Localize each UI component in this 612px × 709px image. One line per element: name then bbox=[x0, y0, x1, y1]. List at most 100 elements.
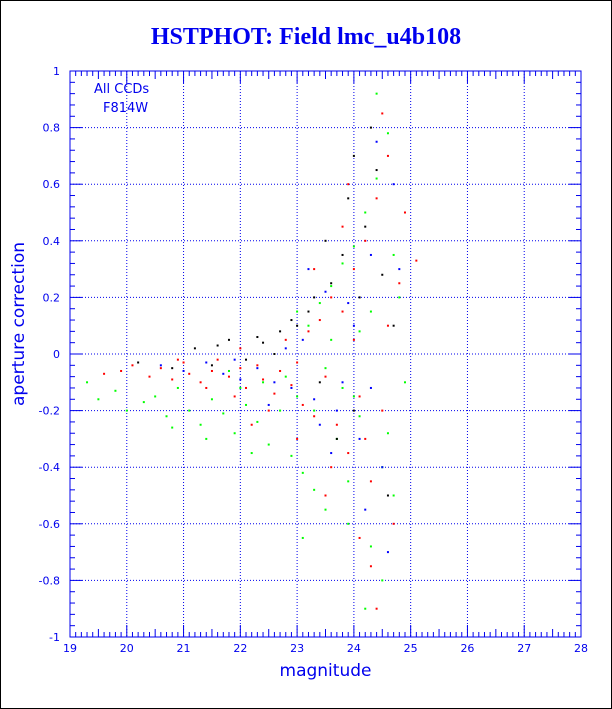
data-point bbox=[279, 330, 282, 333]
y-axis-label: aperture correction bbox=[9, 242, 29, 406]
data-point bbox=[301, 471, 304, 474]
y-tick-label: 0 bbox=[53, 348, 60, 361]
data-point bbox=[182, 361, 185, 364]
data-point bbox=[182, 369, 185, 372]
y-tick-label: -0.2 bbox=[39, 405, 60, 418]
data-point bbox=[284, 338, 287, 341]
data-point bbox=[307, 310, 310, 313]
data-point bbox=[313, 488, 316, 491]
data-point bbox=[313, 268, 316, 271]
data-point bbox=[176, 386, 179, 389]
data-point bbox=[216, 358, 219, 361]
data-point bbox=[307, 330, 310, 333]
data-point bbox=[341, 262, 344, 265]
data-point bbox=[279, 369, 282, 372]
annotation-filter: F814W bbox=[103, 101, 148, 116]
data-point bbox=[250, 423, 253, 426]
data-point bbox=[307, 268, 310, 271]
x-tick-label: 19 bbox=[63, 642, 77, 655]
data-point bbox=[227, 338, 230, 341]
data-point bbox=[386, 494, 389, 497]
data-point bbox=[369, 565, 372, 568]
data-point bbox=[296, 310, 299, 313]
data-point bbox=[193, 347, 196, 350]
x-tick-label: 27 bbox=[517, 642, 531, 655]
data-point bbox=[341, 381, 344, 384]
data-point bbox=[154, 395, 157, 398]
data-point bbox=[131, 364, 134, 367]
data-point bbox=[386, 432, 389, 435]
data-point bbox=[369, 126, 372, 129]
data-point bbox=[165, 415, 168, 418]
data-point bbox=[352, 154, 355, 157]
data-point bbox=[330, 466, 333, 469]
data-point bbox=[239, 378, 242, 381]
data-point bbox=[364, 239, 367, 242]
data-point bbox=[375, 177, 378, 180]
data-point bbox=[341, 310, 344, 313]
data-point bbox=[267, 443, 270, 446]
data-point bbox=[330, 338, 333, 341]
data-point bbox=[296, 437, 299, 440]
data-point bbox=[392, 522, 395, 525]
data-point bbox=[386, 132, 389, 135]
data-point bbox=[381, 112, 384, 115]
data-point bbox=[375, 92, 378, 95]
data-point bbox=[239, 386, 242, 389]
data-point bbox=[375, 169, 378, 172]
data-point bbox=[375, 607, 378, 610]
data-point bbox=[335, 437, 338, 440]
data-point bbox=[398, 296, 401, 299]
data-point bbox=[358, 395, 361, 398]
x-tick-label: 20 bbox=[120, 642, 134, 655]
data-point bbox=[369, 480, 372, 483]
grid bbox=[70, 71, 581, 637]
data-point bbox=[381, 273, 384, 276]
x-tick-label: 28 bbox=[574, 642, 588, 655]
data-point bbox=[250, 452, 253, 455]
data-point bbox=[296, 361, 299, 364]
data-point bbox=[103, 372, 106, 375]
data-point bbox=[114, 389, 117, 392]
data-point bbox=[256, 367, 259, 370]
data-point bbox=[392, 324, 395, 327]
data-point bbox=[199, 423, 202, 426]
data-point bbox=[273, 381, 276, 384]
y-tick-label: 0.4 bbox=[43, 235, 61, 248]
data-point bbox=[301, 536, 304, 539]
x-axis-label: magnitude bbox=[280, 661, 372, 681]
data-point bbox=[386, 324, 389, 327]
data-point bbox=[392, 494, 395, 497]
data-point bbox=[364, 225, 367, 228]
data-point bbox=[386, 551, 389, 554]
data-point bbox=[290, 319, 293, 322]
data-point bbox=[245, 358, 248, 361]
data-point bbox=[273, 353, 276, 355]
data-point bbox=[352, 245, 355, 248]
data-point bbox=[120, 369, 123, 372]
data-point bbox=[301, 338, 304, 341]
data-point bbox=[375, 140, 378, 143]
data-point bbox=[307, 324, 310, 327]
data-point bbox=[256, 420, 259, 423]
data-point bbox=[233, 432, 236, 435]
data-point bbox=[86, 381, 89, 384]
data-point bbox=[369, 253, 372, 256]
data-point bbox=[222, 372, 225, 375]
data-point bbox=[279, 409, 282, 412]
data-point bbox=[227, 369, 230, 372]
data-point bbox=[352, 324, 355, 327]
x-tick-label: 26 bbox=[460, 642, 474, 655]
data-point bbox=[386, 154, 389, 157]
data-point bbox=[324, 290, 327, 293]
data-point bbox=[313, 398, 316, 401]
data-point bbox=[369, 386, 372, 389]
data-point bbox=[284, 347, 287, 350]
data-point bbox=[330, 285, 333, 288]
data-point bbox=[262, 381, 265, 384]
data-point bbox=[188, 409, 191, 412]
data-point bbox=[341, 225, 344, 228]
data-point bbox=[216, 344, 219, 347]
data-point bbox=[403, 381, 406, 384]
data-point bbox=[358, 296, 361, 299]
